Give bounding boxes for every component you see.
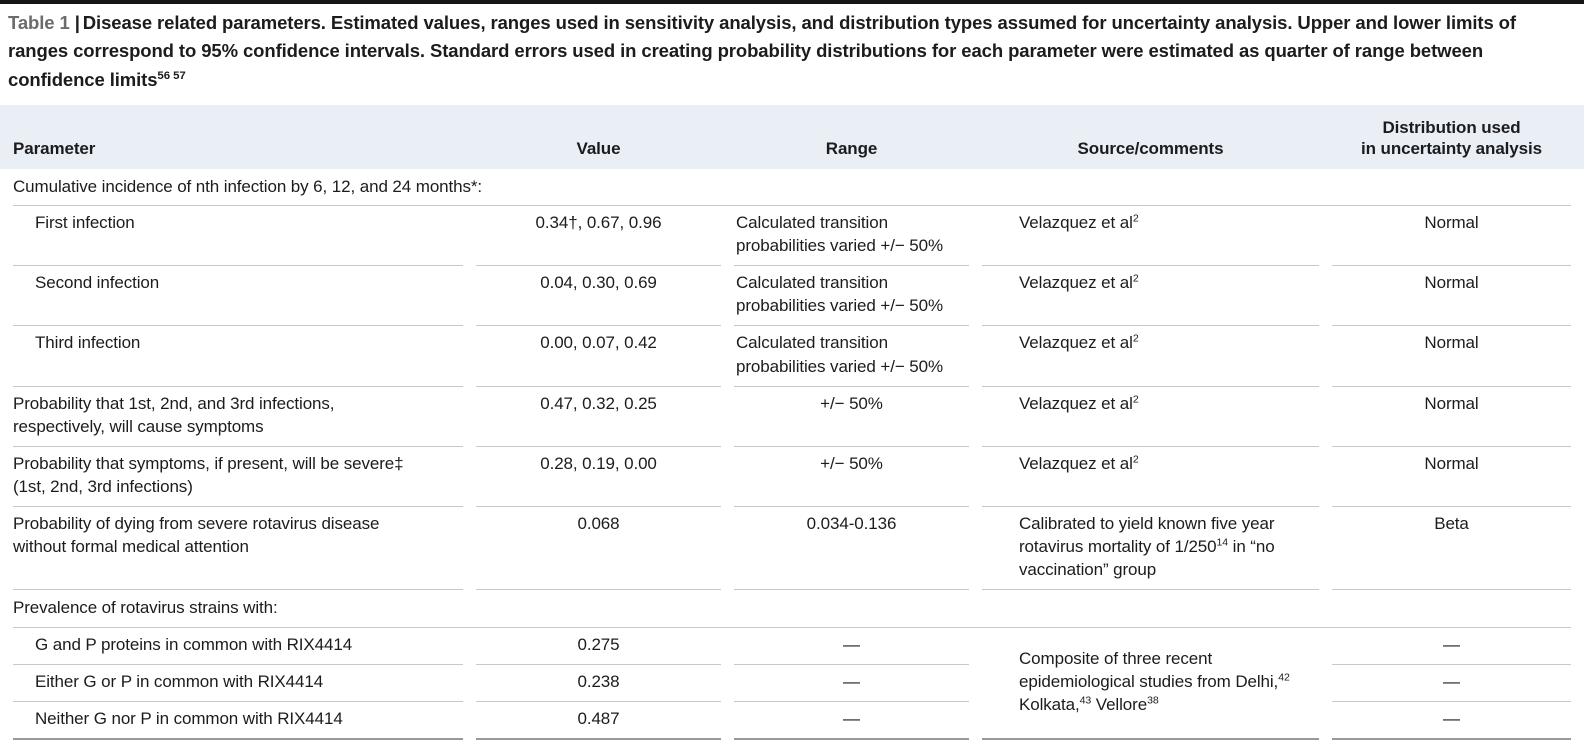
header-row: Parameter Value Range Source/comments Di… bbox=[13, 105, 1571, 169]
table-cell: Normal bbox=[1332, 266, 1571, 327]
table-cell: 0.47, 0.32, 0.25 bbox=[476, 387, 721, 447]
table-cell: 0.28, 0.19, 0.00 bbox=[476, 447, 721, 508]
superscript-reference: 43 bbox=[1079, 694, 1092, 707]
table-cell: — bbox=[734, 702, 969, 740]
table-cell: Velazquez et al2 bbox=[982, 266, 1319, 327]
table-cell: Calculated transition probabilities vari… bbox=[734, 206, 969, 267]
column-header-value: Value bbox=[576, 139, 621, 159]
table-cell: Calibrated to yield known five year rota… bbox=[982, 507, 1319, 591]
table-cell: Normal bbox=[1332, 206, 1571, 267]
table-row: Neither G nor P in common with RIX4414 0.… bbox=[13, 702, 1571, 740]
top-rule bbox=[0, 0, 1584, 4]
table-caption: Table 1 | Disease related parameters. Esti… bbox=[0, 4, 1574, 105]
table-body: Cumulative incidence of nth infection by… bbox=[13, 169, 1571, 740]
table-cell: 0.34†, 0.67, 0.96 bbox=[476, 206, 721, 267]
table-number-label: Table 1 bbox=[8, 12, 70, 33]
table-cell: Probability of dying from severe rotavir… bbox=[13, 507, 463, 591]
column-header-parameter: Parameter bbox=[13, 139, 96, 159]
column-header-source: Source/comments bbox=[1077, 139, 1224, 159]
table-cell: +/− 50% bbox=[734, 447, 969, 508]
table-cell: Normal bbox=[1332, 387, 1571, 447]
table-header: Parameter Value Range Source/comments Di… bbox=[13, 105, 1571, 169]
superscript-reference: 56 57 bbox=[157, 69, 186, 82]
table-cell: 0.034-0.136 bbox=[734, 507, 969, 591]
table-cell: — bbox=[734, 628, 969, 665]
caption-separator: | bbox=[74, 12, 80, 33]
table-cell: — bbox=[734, 665, 969, 702]
table-cell: Neither G nor P in common with RIX4414 bbox=[13, 702, 463, 740]
table-cell: Composite of three recent epidemiologica… bbox=[982, 628, 1319, 740]
superscript-reference: 2 bbox=[1132, 332, 1139, 345]
table-cell: 0.068 bbox=[476, 507, 721, 591]
superscript-reference: 42 bbox=[1278, 670, 1290, 683]
table-row: Either G or P in common with RIX4414 0.23… bbox=[13, 665, 1571, 702]
table-cell: — bbox=[1332, 628, 1571, 665]
table-cell: First infection bbox=[13, 206, 463, 267]
table-cell: 0.00, 0.07, 0.42 bbox=[476, 326, 721, 387]
table-row: Probability that 1st, 2nd, and 3rd infec… bbox=[13, 387, 1571, 447]
table-cell: Velazquez et al2 bbox=[982, 326, 1319, 387]
superscript-reference: 2 bbox=[1132, 453, 1139, 466]
table-cell: G and P proteins in common with RIX4414 bbox=[13, 628, 463, 665]
column-header-range: Range bbox=[825, 139, 878, 159]
table-row: Third infection 0.00, 0.07, 0.42 Calculate… bbox=[13, 326, 1571, 387]
superscript-reference: 2 bbox=[1132, 212, 1139, 225]
table-cell: Probability that 1st, 2nd, and 3rd infec… bbox=[13, 387, 463, 447]
table-cell: 0.275 bbox=[476, 628, 721, 665]
table-cell: Normal bbox=[1332, 447, 1571, 508]
table-cell: — bbox=[1332, 665, 1571, 702]
table-cell: Velazquez et al2 bbox=[982, 387, 1319, 447]
table-cell: Beta bbox=[1332, 507, 1571, 591]
table-cell: Calculated transition probabilities vari… bbox=[734, 326, 969, 387]
table-cell: 0.238 bbox=[476, 665, 721, 702]
table-cell: Second infection bbox=[13, 266, 463, 327]
superscript-reference: 14 bbox=[1216, 536, 1229, 549]
caption-text: Disease related parameters. Estimated va… bbox=[8, 12, 1516, 90]
column-header-distribution: Distribution used in uncertainty analysi… bbox=[1361, 118, 1542, 159]
table-row: Second infection 0.04, 0.30, 0.69 Calculat… bbox=[13, 266, 1571, 327]
section-label-cell: Cumulative incidence of nth infection by… bbox=[13, 169, 1571, 206]
table-row: Probability of dying from severe rotavir… bbox=[13, 507, 1571, 591]
table-cell: Third infection bbox=[13, 326, 463, 387]
superscript-reference: 2 bbox=[1132, 393, 1139, 405]
table-cell: Probability that symptoms, if present, w… bbox=[13, 447, 463, 508]
superscript-reference: 2 bbox=[1132, 272, 1139, 285]
table-row: Probability that symptoms, if present, w… bbox=[13, 447, 1571, 508]
table-cell: +/− 50% bbox=[734, 387, 969, 447]
table-cell: 0.487 bbox=[476, 702, 721, 740]
section-label-cell: Prevalence of rotavirus strains with: bbox=[13, 590, 1571, 628]
table-cell: Calculated transition probabilities vari… bbox=[734, 266, 969, 327]
table-cell: Either G or P in common with RIX4414 bbox=[13, 665, 463, 702]
table-section-row: Prevalence of rotavirus strains with: bbox=[13, 590, 1571, 628]
table-row: G and P proteins in common with RIX4414 0… bbox=[13, 628, 1571, 740]
table-cell: — bbox=[1332, 702, 1571, 740]
table-cell: Normal bbox=[1332, 326, 1571, 387]
superscript-reference: 38 bbox=[1147, 694, 1159, 707]
parameters-table: Parameter Value Range Source/comments Di… bbox=[0, 104, 1584, 740]
table-cell: 0.04, 0.30, 0.69 bbox=[476, 266, 721, 327]
table-row: First infection 0.34†, 0.67, 0.96 Calculat… bbox=[13, 206, 1571, 267]
table-section-row: Cumulative incidence of nth infection by… bbox=[13, 169, 1571, 206]
table-cell: Velazquez et al2 bbox=[982, 447, 1319, 508]
table-cell: Velazquez et al2 bbox=[982, 206, 1319, 267]
